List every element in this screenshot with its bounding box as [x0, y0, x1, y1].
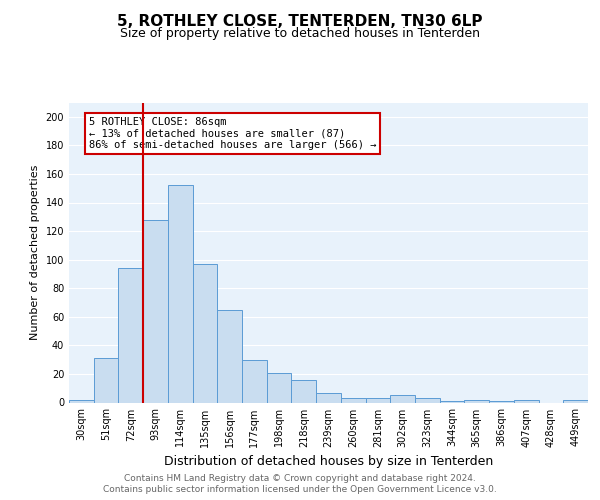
Bar [242, 360, 267, 403]
Bar [489, 401, 514, 402]
Bar [69, 400, 94, 402]
X-axis label: Distribution of detached houses by size in Tenterden: Distribution of detached houses by size … [164, 455, 493, 468]
Bar [365, 398, 390, 402]
Bar [168, 186, 193, 402]
Bar [94, 358, 118, 403]
Bar [143, 220, 168, 402]
Bar [217, 310, 242, 402]
Bar [464, 400, 489, 402]
Text: Contains HM Land Registry data © Crown copyright and database right 2024.: Contains HM Land Registry data © Crown c… [124, 474, 476, 483]
Bar [341, 398, 365, 402]
Y-axis label: Number of detached properties: Number of detached properties [30, 165, 40, 340]
Bar [267, 372, 292, 402]
Bar [514, 400, 539, 402]
Bar [118, 268, 143, 402]
Bar [440, 401, 464, 402]
Text: Size of property relative to detached houses in Tenterden: Size of property relative to detached ho… [120, 28, 480, 40]
Text: 5 ROTHLEY CLOSE: 86sqm
← 13% of detached houses are smaller (87)
86% of semi-det: 5 ROTHLEY CLOSE: 86sqm ← 13% of detached… [89, 117, 376, 150]
Bar [563, 400, 588, 402]
Bar [292, 380, 316, 402]
Text: 5, ROTHLEY CLOSE, TENTERDEN, TN30 6LP: 5, ROTHLEY CLOSE, TENTERDEN, TN30 6LP [117, 14, 483, 29]
Bar [193, 264, 217, 402]
Bar [390, 396, 415, 402]
Text: Contains public sector information licensed under the Open Government Licence v3: Contains public sector information licen… [103, 485, 497, 494]
Bar [415, 398, 440, 402]
Bar [316, 392, 341, 402]
